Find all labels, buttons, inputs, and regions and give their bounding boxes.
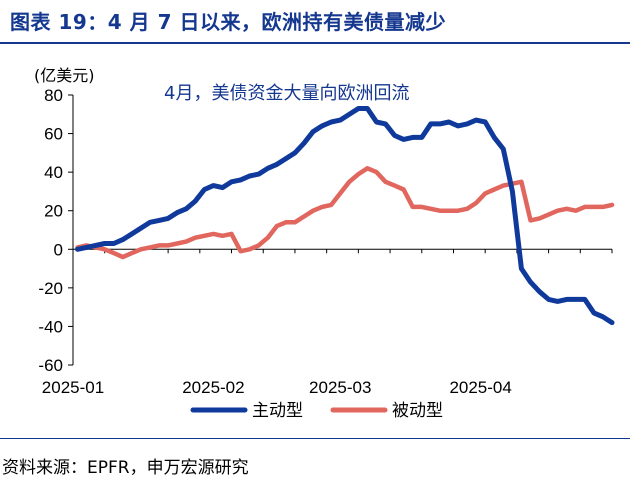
y-axis-unit-label: (亿美元) bbox=[34, 66, 95, 85]
y-tick-label: 0 bbox=[54, 240, 63, 259]
series-line-passive bbox=[75, 166, 615, 260]
chart-annotation: 4月，美债资金大量向欧洲回流 bbox=[164, 83, 409, 104]
x-tick-label: 2025-01 bbox=[42, 378, 104, 397]
axes: -60 -40 -20 0 20 40 60 80 2025-01 2025-02 2025-03 2… bbox=[38, 86, 613, 397]
source-divider bbox=[0, 438, 630, 439]
y-tick-label: 20 bbox=[44, 202, 63, 221]
legend-label-active: 主动型 bbox=[252, 401, 303, 421]
x-tick-label: 2025-02 bbox=[182, 378, 244, 397]
y-tick-label: 80 bbox=[44, 86, 63, 105]
legend: 主动型 被动型 bbox=[190, 401, 443, 421]
y-tick-label: 60 bbox=[44, 125, 63, 144]
y-tick-label: -40 bbox=[38, 317, 63, 336]
title-underline bbox=[0, 42, 630, 44]
y-tick-label: -20 bbox=[38, 279, 63, 298]
y-tick-label: -60 bbox=[38, 356, 63, 375]
chart-title: 图表 19：4 月 7 日以来，欧洲持有美债量减少 bbox=[10, 10, 447, 34]
legend-label-passive: 被动型 bbox=[392, 401, 443, 421]
x-tick-label: 2025-03 bbox=[309, 378, 371, 397]
x-tick-label: 2025-04 bbox=[449, 378, 511, 397]
series-lines bbox=[75, 106, 615, 326]
source-note: 资料来源：EPFR，申万宏源研究 bbox=[2, 458, 249, 478]
series-line-active bbox=[75, 106, 615, 326]
y-tick-label: 40 bbox=[44, 163, 63, 182]
